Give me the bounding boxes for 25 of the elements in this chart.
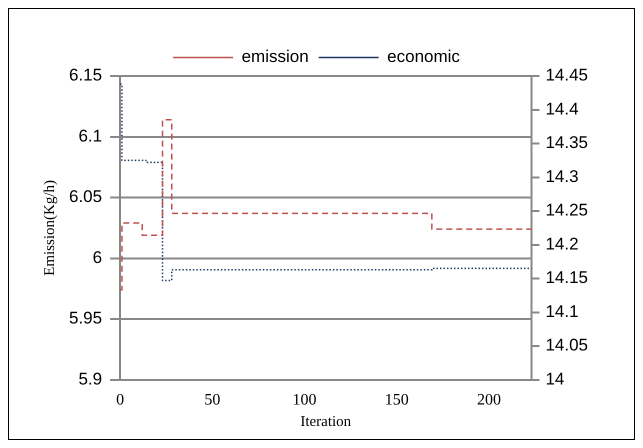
x-tick-label: 200 (477, 392, 502, 409)
y2-tick-label: 14.4 (545, 99, 579, 118)
y-tick-label: 6.1 (78, 126, 102, 146)
y2-tick-label: 14.15 (545, 268, 588, 288)
y2-tick-label: 14.1 (545, 302, 579, 321)
y-tick-label: 6.15 (68, 66, 102, 85)
y2-tick-label: 14.2 (545, 234, 579, 254)
y-tick-label: 6.05 (68, 187, 102, 206)
y2-tick-label: 14.35 (545, 133, 588, 152)
legend-label: emission (242, 47, 309, 66)
y-tick-label: 5.9 (78, 369, 102, 388)
x-tick-label: 150 (384, 392, 409, 409)
y2-tick-label: 14.05 (545, 336, 588, 355)
x-axis-title: Iteration (300, 414, 352, 430)
x-tick-label: 50 (204, 392, 220, 409)
y-axis-title: Emission(Kg/h) (42, 180, 58, 276)
y2-tick-label: 14 (545, 369, 564, 388)
y2-tick-label: 14.25 (545, 200, 588, 220)
y-tick-label: 5.95 (68, 308, 102, 328)
y2-tick-label: 14.45 (545, 66, 588, 85)
x-tick-label: 100 (292, 392, 317, 409)
y-tick-label: 6 (92, 248, 102, 267)
legend-label: economic (387, 47, 460, 66)
x-tick-label: 0 (116, 392, 124, 409)
y2-tick-label: 14.3 (545, 166, 579, 186)
